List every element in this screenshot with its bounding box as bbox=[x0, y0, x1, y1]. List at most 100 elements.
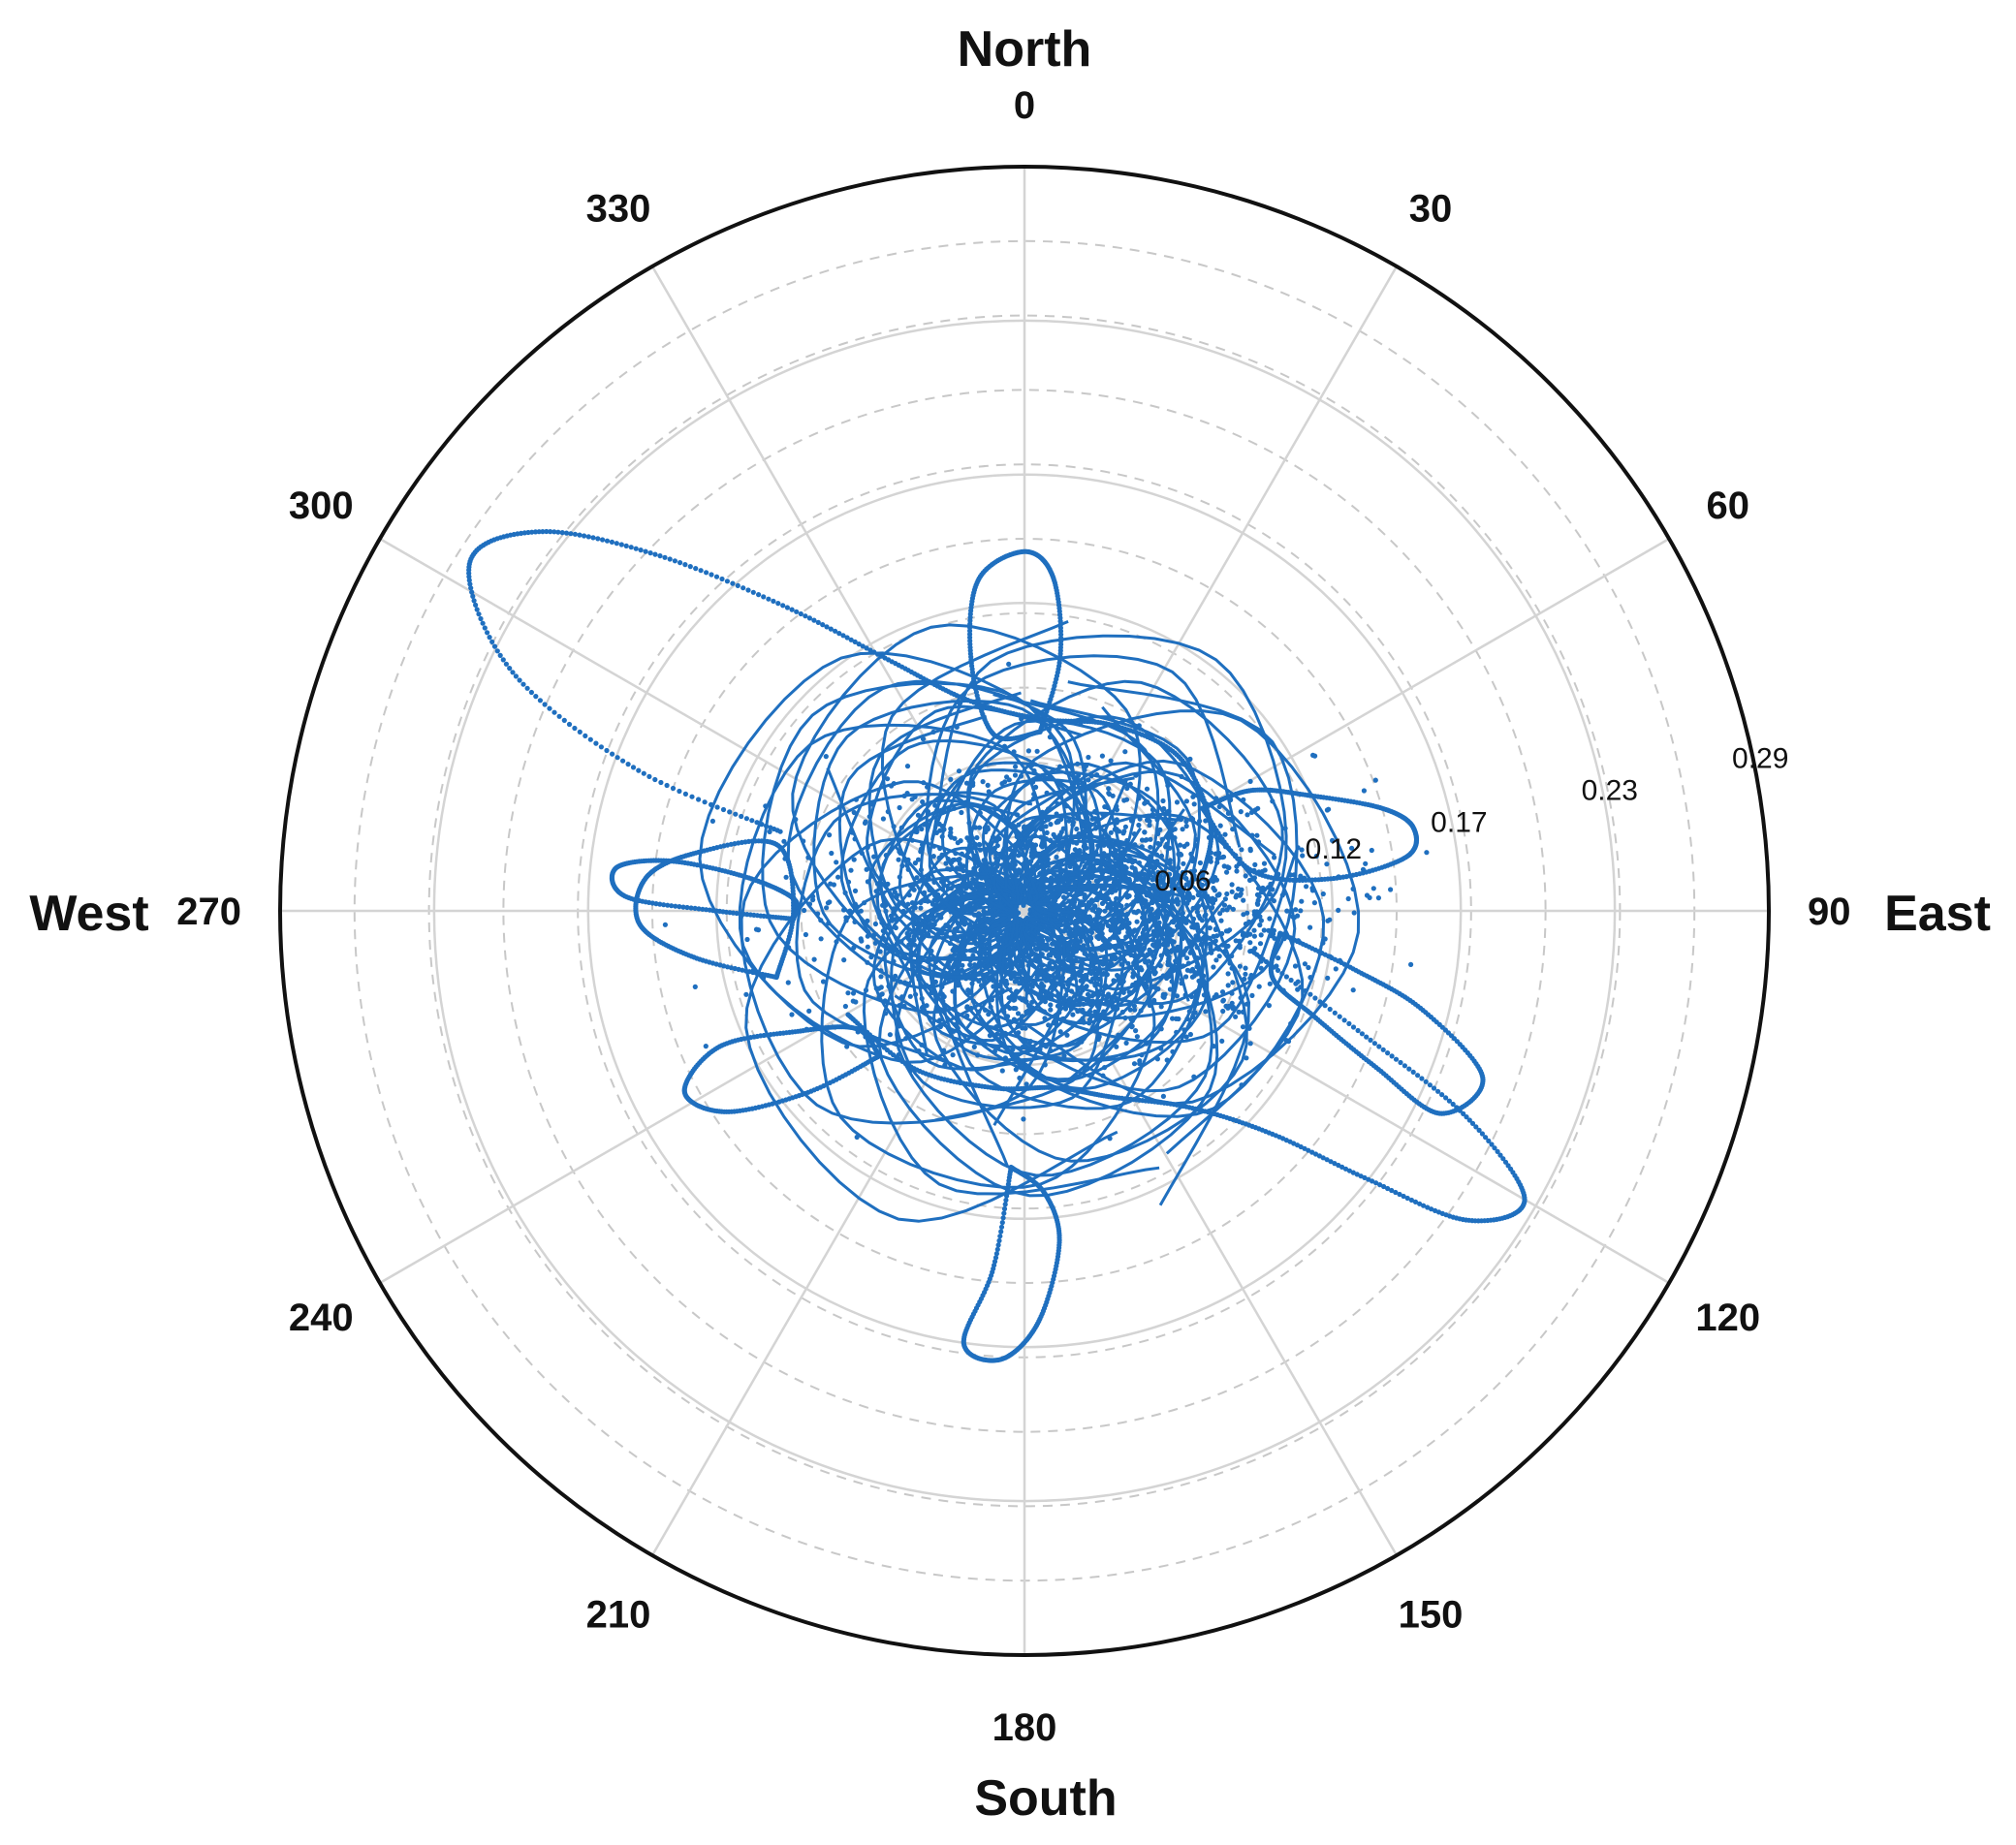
data-point bbox=[1241, 897, 1246, 903]
data-point bbox=[487, 635, 492, 641]
data-point bbox=[1074, 826, 1080, 832]
data-point bbox=[1417, 1201, 1423, 1206]
data-point bbox=[872, 921, 879, 927]
data-point bbox=[1106, 790, 1112, 797]
data-point bbox=[1406, 1066, 1412, 1072]
data-point bbox=[1170, 1016, 1176, 1021]
data-point bbox=[767, 829, 772, 835]
data-point bbox=[1252, 946, 1258, 952]
data-point bbox=[1410, 1069, 1416, 1075]
data-point bbox=[1302, 961, 1307, 967]
data-point bbox=[957, 860, 963, 867]
data-point bbox=[468, 585, 474, 591]
data-point bbox=[1183, 882, 1189, 888]
data-point bbox=[1220, 997, 1226, 1003]
data-point bbox=[1024, 1081, 1029, 1087]
data-point bbox=[1187, 1031, 1193, 1038]
data-point bbox=[528, 689, 535, 696]
data-point bbox=[1220, 907, 1226, 913]
data-curve bbox=[866, 704, 1197, 952]
data-point bbox=[780, 603, 786, 609]
data-point bbox=[1328, 1159, 1334, 1165]
data-point bbox=[818, 936, 824, 942]
data-point bbox=[1397, 1191, 1402, 1198]
data-point bbox=[1388, 887, 1394, 892]
data-point bbox=[1266, 1003, 1272, 1009]
data-point bbox=[684, 904, 690, 911]
data-point bbox=[1327, 1006, 1333, 1013]
data-curve bbox=[795, 793, 1100, 1122]
data-point bbox=[1054, 854, 1059, 860]
data-point bbox=[1381, 1183, 1387, 1190]
data-point bbox=[1312, 753, 1318, 759]
data-point bbox=[1358, 1173, 1364, 1179]
data-point bbox=[1271, 898, 1276, 904]
data-point bbox=[1222, 831, 1228, 837]
angle-tick-label: 60 bbox=[1706, 485, 1749, 527]
data-point bbox=[852, 639, 858, 645]
data-point bbox=[1324, 1157, 1330, 1163]
data-point bbox=[1086, 777, 1091, 783]
data-point bbox=[1261, 927, 1267, 933]
polar-grid bbox=[278, 165, 1771, 1657]
data-point bbox=[848, 637, 854, 642]
grid-spoke bbox=[379, 537, 1025, 913]
data-point bbox=[720, 806, 727, 813]
data-point bbox=[1233, 894, 1239, 900]
data-point bbox=[725, 964, 731, 970]
data-point bbox=[1495, 1148, 1500, 1154]
data-point bbox=[1276, 955, 1281, 961]
data-point bbox=[1225, 983, 1231, 988]
data-point bbox=[1160, 993, 1166, 1000]
data-point bbox=[641, 770, 646, 776]
data-point bbox=[1176, 1016, 1181, 1022]
data-point bbox=[698, 568, 704, 574]
data-point bbox=[1129, 864, 1135, 870]
data-point bbox=[914, 875, 920, 881]
data-point bbox=[704, 570, 709, 576]
data-point bbox=[610, 751, 615, 757]
data-point bbox=[1502, 1159, 1509, 1165]
data-point bbox=[1489, 1141, 1495, 1147]
data-point bbox=[582, 533, 587, 539]
data-point bbox=[1272, 855, 1277, 860]
data-point bbox=[1361, 788, 1367, 794]
data-point bbox=[1134, 919, 1140, 924]
data-point bbox=[845, 990, 851, 996]
data-point bbox=[1218, 918, 1224, 923]
data-point bbox=[1336, 1162, 1341, 1169]
data-point bbox=[1224, 869, 1230, 875]
data-point bbox=[1237, 892, 1243, 898]
data-point bbox=[827, 832, 833, 838]
data-point bbox=[1325, 975, 1331, 982]
data-point bbox=[803, 613, 808, 619]
data-point bbox=[841, 957, 847, 963]
data-point bbox=[1023, 1025, 1028, 1031]
data-point bbox=[820, 622, 826, 628]
data-point bbox=[1443, 1095, 1449, 1101]
data-point bbox=[709, 818, 716, 825]
data-point bbox=[897, 804, 902, 811]
data-point bbox=[1401, 1193, 1406, 1200]
data-point bbox=[999, 781, 1005, 787]
data-point bbox=[829, 850, 835, 857]
data-point bbox=[598, 744, 605, 750]
data-point bbox=[1486, 1138, 1492, 1143]
data-point bbox=[1237, 963, 1243, 969]
data-point bbox=[735, 582, 740, 589]
data-point bbox=[743, 991, 749, 997]
data-point bbox=[491, 643, 498, 649]
data-point bbox=[537, 698, 544, 704]
data-point bbox=[532, 529, 539, 535]
data-point bbox=[1346, 1020, 1352, 1026]
data-point bbox=[756, 592, 762, 598]
data-point bbox=[1032, 842, 1039, 848]
data-point bbox=[754, 820, 760, 826]
data-point bbox=[1013, 764, 1019, 769]
data-point bbox=[1389, 1187, 1395, 1194]
data-curve bbox=[839, 738, 1143, 977]
data-point bbox=[977, 825, 983, 830]
data-point bbox=[1376, 1044, 1382, 1049]
data-point bbox=[1208, 944, 1213, 950]
data-point bbox=[844, 635, 850, 641]
